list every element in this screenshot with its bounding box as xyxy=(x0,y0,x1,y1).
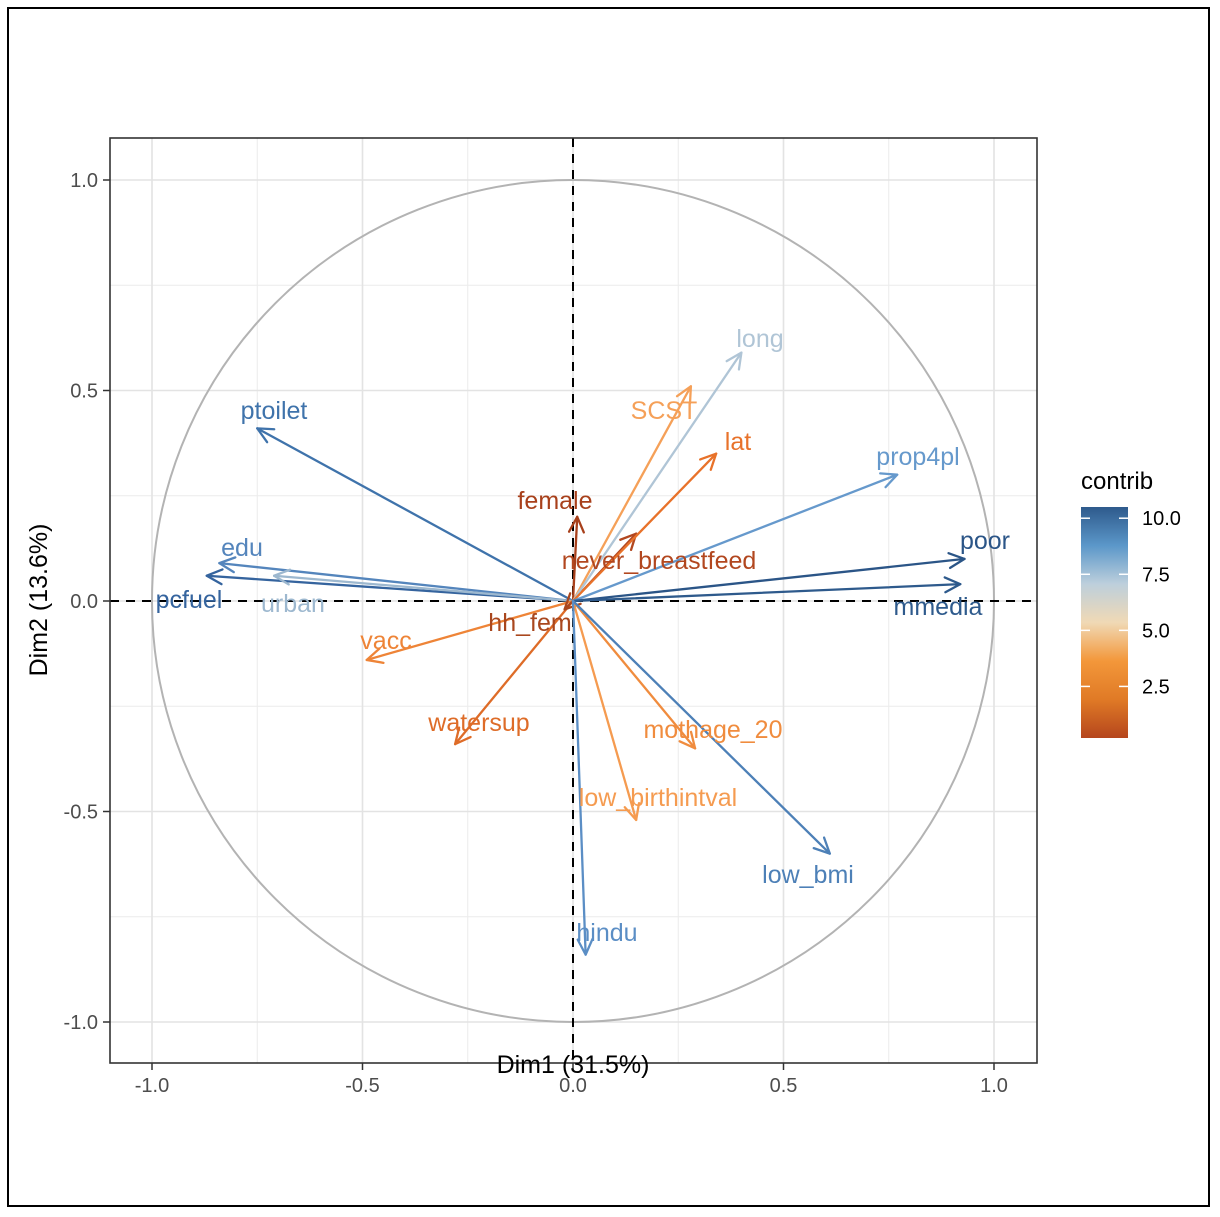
label-vacc: vacc xyxy=(360,627,411,655)
figure-frame xyxy=(7,7,1210,1207)
arrow-lat xyxy=(571,452,718,603)
label-ptoilet: ptoilet xyxy=(241,397,308,425)
label-female: female xyxy=(517,487,592,515)
x-tick-label: 0.0 xyxy=(559,1075,587,1097)
legend-tick-label: 2.5 xyxy=(1142,676,1170,698)
label-never_breastfeed: never_breastfeed xyxy=(562,547,757,575)
label-hh_fem: hh_fem xyxy=(488,609,571,637)
y-tick-label: -1.0 xyxy=(64,1012,98,1034)
label-hindu: hindu xyxy=(576,919,637,947)
legend-tick-label: 10.0 xyxy=(1142,508,1181,530)
legend-colorbar xyxy=(1081,507,1128,738)
label-urban: urban xyxy=(261,590,325,618)
label-low_birthintval: low_birthintval xyxy=(579,784,737,812)
arrow-low_birthintval xyxy=(571,599,641,822)
label-watersup: watersup xyxy=(427,709,529,737)
arrow-mmedia xyxy=(571,576,962,603)
legend-tick-label: 7.5 xyxy=(1142,564,1170,586)
label-long: long xyxy=(736,325,783,353)
y-tick-label: 0.5 xyxy=(70,381,98,403)
label-low_bmi: low_bmi xyxy=(762,861,854,889)
arrow-low_bmi xyxy=(571,599,831,855)
label-lat: lat xyxy=(725,428,751,456)
y-tick-label: 0.0 xyxy=(70,591,98,613)
legend: contrib 10.0 7.5 5.0 2.5 xyxy=(1081,468,1181,738)
label-mmedia: mmedia xyxy=(894,593,983,621)
y-axis-title: Dim2 (13.6%) xyxy=(25,524,53,677)
arrow-edu xyxy=(218,556,575,603)
label-edu: edu xyxy=(221,534,263,562)
arrow-long xyxy=(571,351,743,603)
legend-title: contrib xyxy=(1081,468,1153,495)
arrow-vacc xyxy=(365,599,575,664)
label-prop4pl: prop4pl xyxy=(876,443,959,471)
arrow-SCST xyxy=(571,385,693,603)
arrow-watersup xyxy=(453,599,575,746)
arrow-hindu xyxy=(571,599,594,956)
label-pcfuel: pcfuel xyxy=(156,586,223,614)
arrow-ptoilet xyxy=(256,427,575,603)
arrow-poor xyxy=(571,552,966,603)
y-tick-label: 1.0 xyxy=(70,170,98,192)
x-axis-title: Dim1 (31.5%) xyxy=(497,1051,650,1079)
arrow-female xyxy=(567,515,585,603)
label-poor: poor xyxy=(960,527,1010,555)
y-tick-label: -0.5 xyxy=(64,802,98,824)
label-SCST: SCST xyxy=(631,397,698,425)
legend-tick-label: 5.0 xyxy=(1142,620,1170,642)
label-mothage_20: mothage_20 xyxy=(643,716,782,744)
arrow-prop4pl xyxy=(571,472,899,603)
arrow-mothage_20 xyxy=(571,599,697,750)
x-tick-label: -1.0 xyxy=(135,1075,169,1097)
x-tick-label: -0.5 xyxy=(345,1075,379,1097)
arrow-urban xyxy=(272,568,575,603)
x-tick-label: 1.0 xyxy=(980,1075,1008,1097)
x-tick-label: 0.5 xyxy=(770,1075,798,1097)
